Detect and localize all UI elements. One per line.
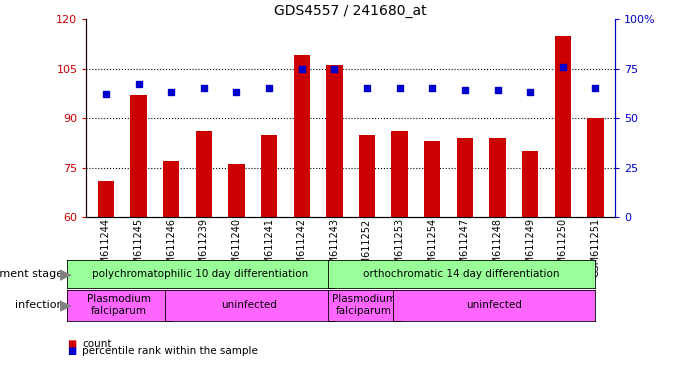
Bar (163, 161, 180, 384)
Bar (457, 138, 473, 384)
Point (296, 66, 307, 72)
Text: Plasmodium
falciparum: Plasmodium falciparum (87, 295, 151, 316)
Bar (424, 141, 440, 384)
Bar (555, 36, 571, 384)
Bar (131, 95, 146, 384)
Bar (294, 55, 310, 384)
Title: GDS4557 / 241680_at: GDS4557 / 241680_at (274, 4, 427, 18)
Text: ■: ■ (67, 346, 76, 356)
Text: infection: infection (15, 300, 64, 310)
Point (231, 89, 242, 96)
Text: uninfected: uninfected (466, 300, 522, 310)
Point (557, 64, 568, 70)
Point (590, 85, 601, 91)
Bar (392, 131, 408, 384)
Bar (228, 164, 245, 384)
Bar (489, 138, 506, 384)
Text: percentile rank within the sample: percentile rank within the sample (82, 346, 258, 356)
Text: ▶: ▶ (60, 266, 72, 282)
Text: uninfected: uninfected (222, 300, 278, 310)
Point (198, 85, 209, 91)
Point (166, 89, 177, 96)
Point (361, 85, 372, 91)
Text: development stage: development stage (0, 269, 64, 279)
Point (133, 81, 144, 88)
Text: polychromatophilic 10 day differentiation: polychromatophilic 10 day differentiatio… (93, 269, 309, 279)
Text: orthochromatic 14 day differentiation: orthochromatic 14 day differentiation (363, 269, 560, 279)
Text: count: count (82, 339, 111, 349)
Bar (522, 151, 538, 384)
Bar (261, 134, 277, 384)
Bar (359, 134, 375, 384)
Point (394, 85, 405, 91)
Text: Plasmodium
falciparum: Plasmodium falciparum (332, 295, 396, 316)
Point (100, 91, 111, 98)
Point (460, 87, 471, 93)
Point (524, 89, 536, 96)
Bar (326, 65, 343, 384)
Bar (196, 131, 212, 384)
Point (263, 85, 274, 91)
Text: ▶: ▶ (60, 298, 72, 313)
Point (492, 87, 503, 93)
Point (427, 85, 438, 91)
Point (329, 66, 340, 72)
Bar (587, 118, 603, 384)
Bar (98, 181, 114, 384)
Text: ■: ■ (67, 339, 76, 349)
